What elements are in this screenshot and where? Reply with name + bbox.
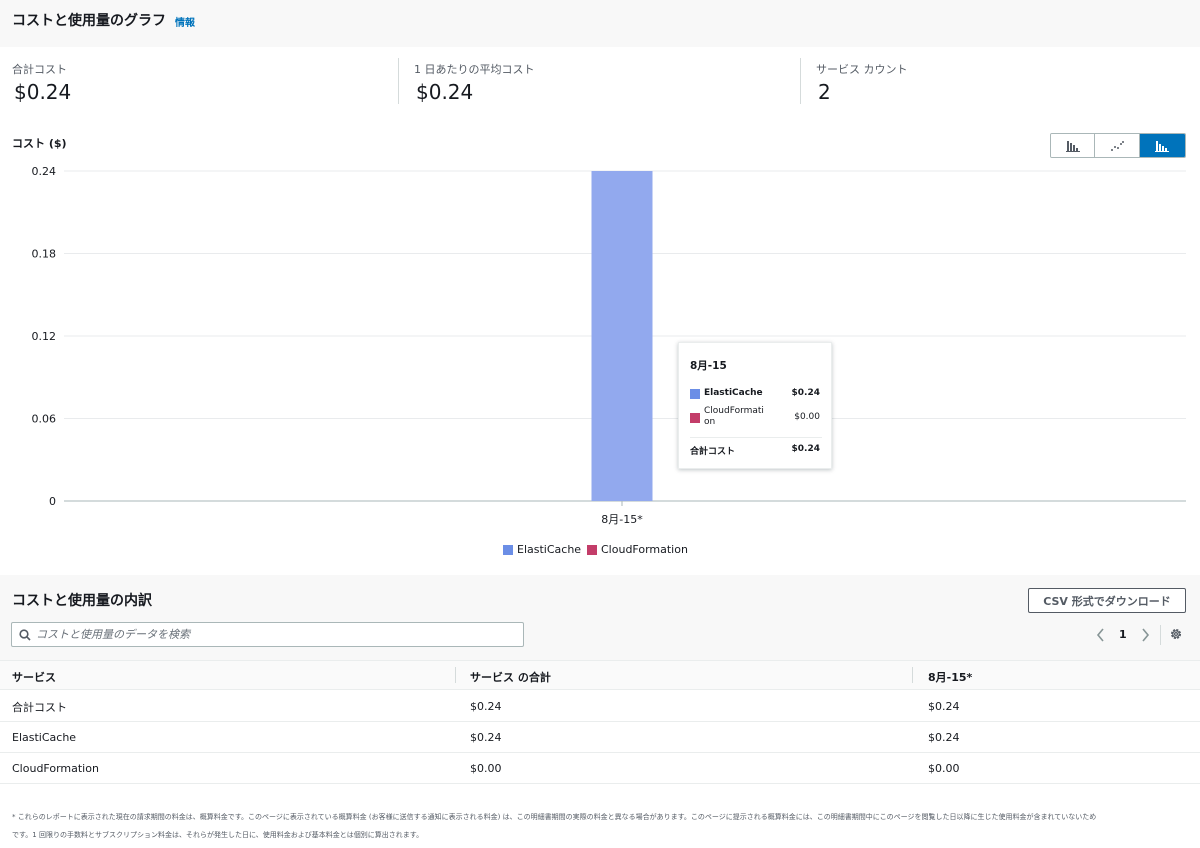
total-cost-value: $0.24 bbox=[14, 80, 72, 104]
tooltip-swatch-elasticache bbox=[690, 389, 700, 399]
service-count-value: 2 bbox=[818, 80, 831, 104]
legend-swatch-cloudformation bbox=[587, 545, 597, 555]
graph-title: コストと使用量のグラフ bbox=[12, 13, 166, 29]
table-cell: $0.00 bbox=[928, 762, 960, 775]
column-header-date[interactable]: 8月-15* bbox=[928, 671, 973, 684]
breakdown-title: コストと使用量の内訳 bbox=[12, 593, 152, 609]
pagination-divider bbox=[1160, 625, 1161, 645]
bar-elasticache bbox=[591, 171, 653, 501]
table-cell: $0.24 bbox=[928, 731, 960, 744]
csv-download-button[interactable]: CSV 形式でダウンロード bbox=[1028, 588, 1186, 613]
column-header-service[interactable]: サービス bbox=[12, 671, 56, 684]
daily-average-label: 1 日あたりの平均コスト bbox=[414, 63, 535, 76]
column-header-service-total[interactable]: サービス の合計 bbox=[470, 671, 551, 684]
gear-icon[interactable] bbox=[1169, 627, 1183, 641]
legend-item-elasticache[interactable]: ElastiCache bbox=[517, 543, 582, 556]
table-cell: $0.24 bbox=[470, 731, 502, 744]
chart-type-toggle bbox=[1050, 133, 1186, 158]
column-divider bbox=[455, 667, 456, 683]
tooltip-total-label: 合計コスト bbox=[690, 447, 736, 457]
table-cell: ElastiCache bbox=[12, 731, 77, 744]
table-row-divider bbox=[0, 721, 1200, 722]
bar-chart-icon bbox=[1065, 140, 1080, 152]
chart-tooltip: 8月-15 ElastiCache $0.24 CloudFormation $… bbox=[678, 342, 832, 469]
table-row-divider bbox=[0, 752, 1200, 753]
table-cell: CloudFormation bbox=[12, 762, 99, 775]
table-cell: $0.00 bbox=[470, 762, 502, 775]
stacked-bar-chart-icon bbox=[1155, 140, 1170, 152]
search-icon bbox=[19, 629, 31, 641]
tooltip-total-value: $0.24 bbox=[791, 444, 820, 454]
line-chart-icon bbox=[1111, 140, 1125, 151]
daily-average-value: $0.24 bbox=[416, 80, 474, 104]
footnote-line: です。1 回限りの手数料とサブスクリプション料金は、それらが発生した日に、使用料… bbox=[12, 831, 424, 839]
chart-y-title: コスト ($) bbox=[12, 137, 67, 150]
tooltip-date: 8月-15 bbox=[690, 360, 727, 372]
search-box bbox=[11, 622, 524, 647]
graph-header bbox=[0, 0, 1200, 47]
tooltip-swatch-cloudformation bbox=[690, 413, 700, 423]
table-cell: $0.24 bbox=[470, 700, 502, 713]
x-tick-label: 8月-15* bbox=[601, 513, 643, 526]
tooltip-series-name: CloudFormation bbox=[704, 406, 764, 427]
info-link[interactable]: 情報 bbox=[175, 18, 195, 29]
y-tick-label: 0.24 bbox=[32, 165, 57, 178]
legend-swatch-elasticache bbox=[503, 545, 513, 555]
y-tick-label: 0.06 bbox=[32, 413, 57, 426]
bar-chart-button[interactable] bbox=[1051, 134, 1096, 157]
stacked-bar-chart-button[interactable] bbox=[1139, 134, 1185, 157]
line-chart-button[interactable] bbox=[1095, 134, 1140, 157]
y-tick-label: 0.12 bbox=[32, 330, 57, 343]
tooltip-series-value: $0.00 bbox=[794, 412, 820, 422]
column-divider bbox=[912, 667, 913, 683]
tooltip-divider bbox=[690, 437, 822, 438]
table-header bbox=[0, 660, 1200, 690]
search-input[interactable] bbox=[36, 623, 516, 646]
y-tick-label: 0.18 bbox=[32, 248, 57, 261]
tooltip-series-value: $0.24 bbox=[791, 388, 820, 398]
total-cost-label: 合計コスト bbox=[12, 63, 67, 76]
y-tick-label: 0 bbox=[49, 495, 56, 508]
page-number[interactable]: 1 bbox=[1119, 628, 1127, 641]
summary-divider bbox=[800, 58, 801, 104]
legend-item-cloudformation[interactable]: CloudFormation bbox=[601, 543, 688, 556]
tooltip-series-name: ElastiCache bbox=[704, 388, 763, 398]
table-cell: 合計コスト bbox=[12, 701, 67, 714]
breakdown-header bbox=[0, 575, 1200, 660]
cost-chart: 0 0.06 0.12 0.18 0.24 8月-15* bbox=[32, 165, 1186, 526]
service-count-label: サービス カウント bbox=[816, 63, 908, 76]
chevron-left-icon[interactable] bbox=[1096, 628, 1106, 642]
footnote-line: * これらのレポートに表示された現在の請求期間の料金は、概算料金です。このページ… bbox=[12, 813, 1097, 821]
summary-divider bbox=[398, 58, 399, 104]
table-row-divider bbox=[0, 783, 1200, 784]
table-cell: $0.24 bbox=[928, 700, 960, 713]
chevron-right-icon[interactable] bbox=[1140, 628, 1150, 642]
